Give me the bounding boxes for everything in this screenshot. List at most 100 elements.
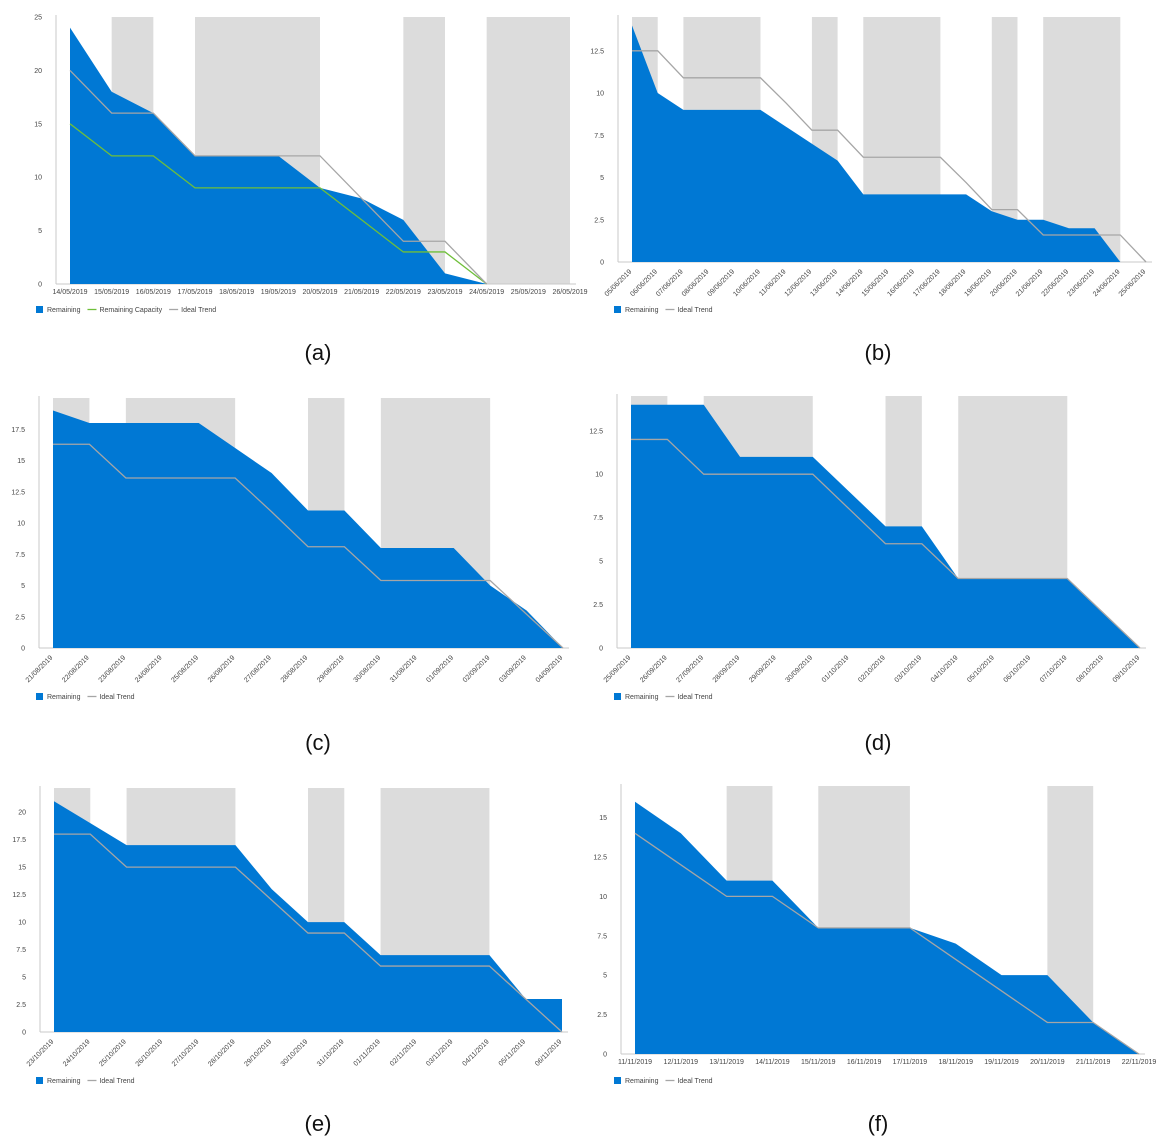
chart-svg: 0 2.5 5 7.5 10 12.5 25/09/2019 26/09/2019 27/09/… bbox=[589, 394, 1146, 701]
x-tick-label: 02/09/2019 bbox=[462, 654, 492, 684]
chart-svg: 0 2.5 5 7.5 10 12.5 15 17.5 20 23/10/2019 24/10/20… bbox=[12, 786, 568, 1085]
chart-panel-c: 0 2.5 5 7.5 10 12.5 15 17.5 21/08/2019 22/08/2019… bbox=[0, 383, 578, 763]
x-tick-label: 24/08/2019 bbox=[134, 654, 164, 684]
x-tick-label: 28/10/2019 bbox=[207, 1038, 237, 1068]
legend-swatch bbox=[36, 693, 43, 700]
x-tick-label: 01/10/2019 bbox=[821, 654, 851, 684]
y-tick-label: 5 bbox=[600, 175, 604, 182]
x-tick-label: 05/11/2019 bbox=[498, 1038, 527, 1067]
x-tick-label: 23/05/2019 bbox=[427, 289, 462, 296]
x-tick-label: 03/10/2019 bbox=[894, 654, 924, 684]
series-remaining-area bbox=[631, 404, 1140, 648]
chart-panel-b: 0 2.5 5 7.5 10 12.5 05/06/2019 06/06/2019 07/06/… bbox=[578, 0, 1156, 380]
chart-panel-d: 0 2.5 5 7.5 10 12.5 25/09/2019 26/09/2019 27/09/… bbox=[578, 383, 1156, 763]
y-tick-label: 12.5 bbox=[12, 892, 26, 899]
x-tick-label: 27/08/2019 bbox=[243, 654, 273, 684]
y-tick-label: 2.5 bbox=[597, 1012, 607, 1019]
y-tick-label: 15 bbox=[18, 865, 26, 872]
x-tick-label: 01/11/2019 bbox=[353, 1038, 382, 1067]
x-tick-label: 16/05/2019 bbox=[136, 289, 171, 296]
x-tick-label: 27/10/2019 bbox=[171, 1038, 201, 1068]
chart-panel-e: 0 2.5 5 7.5 10 12.5 15 17.5 20 23/10/2019 24/10/20… bbox=[0, 773, 578, 1147]
y-tick-label: 12.5 bbox=[590, 48, 604, 55]
chart-svg: 0 5 10 15 20 25 14/05/2019 15/05/2019 16/05/2019… bbox=[34, 15, 587, 315]
x-tick-label: 02/11/2019 bbox=[389, 1038, 418, 1067]
x-tick-label: 25/10/2019 bbox=[98, 1038, 128, 1068]
x-tick-label: 30/10/2019 bbox=[280, 1038, 310, 1068]
y-tick-label: 17.5 bbox=[12, 837, 26, 844]
legend-swatch bbox=[614, 693, 621, 700]
panel-caption: (d) bbox=[864, 730, 892, 755]
y-tick-label: 17.5 bbox=[11, 427, 25, 434]
panel-caption: (f) bbox=[867, 1111, 889, 1136]
y-tick-label: 0 bbox=[38, 282, 42, 289]
y-tick-label: 2.5 bbox=[16, 1002, 26, 1009]
legend-swatch bbox=[36, 1077, 43, 1084]
x-tick-label: 18/11/2019 bbox=[938, 1059, 973, 1066]
x-tick-label: 24/05/2019 bbox=[469, 289, 504, 296]
x-tick-label: 30/08/2019 bbox=[353, 654, 383, 684]
x-tick-label: 26/10/2019 bbox=[135, 1038, 165, 1068]
legend-label: Ideal Trend bbox=[677, 1078, 712, 1085]
nonworking-band bbox=[486, 17, 570, 284]
y-tick-label: 25 bbox=[34, 15, 42, 22]
x-tick-label: 06/11/2019 bbox=[534, 1038, 563, 1067]
y-tick-label: 0 bbox=[22, 1030, 26, 1037]
y-tick-label: 20 bbox=[34, 68, 42, 75]
x-tick-label: 04/11/2019 bbox=[461, 1038, 490, 1067]
y-tick-label: 5 bbox=[38, 228, 42, 235]
x-tick-label: 20/11/2019 bbox=[1030, 1059, 1065, 1066]
panel-caption: (a) bbox=[304, 340, 332, 365]
y-tick-label: 7.5 bbox=[597, 933, 607, 940]
y-tick-label: 2.5 bbox=[594, 217, 604, 224]
x-tick-label: 14/11/2019 bbox=[755, 1059, 790, 1066]
y-tick-label: 5 bbox=[603, 973, 607, 980]
y-tick-label: 5 bbox=[21, 583, 25, 590]
x-tick-label: 02/10/2019 bbox=[857, 654, 887, 684]
series-remaining-area bbox=[632, 25, 1121, 263]
x-tick-label: 19/11/2019 bbox=[984, 1059, 1019, 1066]
series-capacity-line bbox=[69, 123, 488, 285]
y-tick-label: 10 bbox=[18, 920, 26, 927]
x-tick-label: 29/09/2019 bbox=[748, 654, 778, 684]
x-tick-label: 28/09/2019 bbox=[712, 654, 742, 684]
x-tick-label: 25/09/2019 bbox=[603, 654, 633, 684]
y-tick-label: 10 bbox=[34, 175, 42, 182]
x-tick-label: 21/08/2019 bbox=[25, 654, 55, 684]
y-tick-label: 12.5 bbox=[589, 428, 603, 435]
legend-swatch bbox=[614, 306, 621, 313]
x-tick-label: 21/05/2019 bbox=[344, 289, 379, 296]
x-tick-label: 26/05/2019 bbox=[552, 289, 587, 296]
legend-label: Ideal Trend bbox=[677, 694, 712, 701]
series-ideal-line bbox=[632, 50, 1147, 263]
chart-panel-a: 0 5 10 15 20 25 14/05/2019 15/05/2019 16/05/2019… bbox=[0, 0, 587, 380]
x-tick-label: 04/10/2019 bbox=[930, 654, 960, 684]
series-ideal-line bbox=[69, 69, 488, 285]
x-tick-label: 25/06/2019 bbox=[1118, 268, 1148, 298]
y-tick-label: 7.5 bbox=[593, 515, 603, 522]
y-tick-label: 10 bbox=[595, 472, 603, 479]
y-tick-label: 15 bbox=[34, 121, 42, 128]
chart-panel-f: 0 2.5 5 7.5 10 12.5 15 11/11/2019 12/11/2019 13/1… bbox=[578, 773, 1156, 1147]
x-tick-label: 22/05/2019 bbox=[386, 289, 421, 296]
x-tick-label: 22/08/2019 bbox=[61, 654, 91, 684]
series-ideal-line bbox=[54, 833, 563, 1033]
x-tick-label: 17/05/2019 bbox=[177, 289, 212, 296]
x-tick-label: 26/08/2019 bbox=[207, 654, 237, 684]
legend-label: Ideal Trend bbox=[99, 1078, 134, 1085]
y-tick-label: 7.5 bbox=[16, 947, 26, 954]
y-tick-label: 0 bbox=[599, 646, 603, 653]
legend-label: Remaining bbox=[625, 694, 659, 701]
x-tick-label: 16/11/2019 bbox=[847, 1059, 882, 1066]
y-tick-label: 20 bbox=[18, 810, 26, 817]
legend-label: Remaining bbox=[47, 694, 81, 701]
x-tick-label: 29/08/2019 bbox=[316, 654, 346, 684]
legend-swatch bbox=[614, 1077, 621, 1084]
x-tick-label: 01/09/2019 bbox=[425, 654, 455, 684]
x-tick-label: 15/11/2019 bbox=[801, 1059, 836, 1066]
series-ideal-line bbox=[634, 832, 1140, 1055]
x-tick-label: 25/08/2019 bbox=[170, 654, 200, 684]
x-tick-label: 20/05/2019 bbox=[302, 289, 337, 296]
legend-label: Remaining bbox=[47, 1078, 81, 1085]
x-tick-label: 29/10/2019 bbox=[243, 1038, 273, 1068]
